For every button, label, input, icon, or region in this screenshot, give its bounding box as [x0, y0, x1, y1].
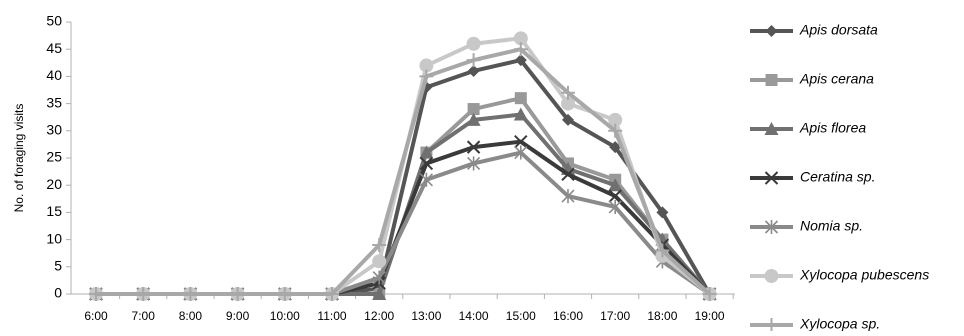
legend-label: Xylocopa pubescens [799, 267, 929, 283]
data-point [325, 287, 339, 301]
y-tick-label: 0 [54, 285, 62, 301]
series-1 [90, 54, 716, 300]
data-point [372, 238, 387, 253]
x-ticks: 6:00 7:00 8:00 9:00 10:00 11:00 12:00 13:00 14:0… [84, 294, 734, 323]
legend-label: Nomia sp. [800, 218, 863, 234]
data-point [513, 31, 528, 46]
x-tick-label: 15:00 [506, 309, 536, 323]
legend: Apis dorsata Apis cerana Apis florea Cerati… [750, 22, 929, 332]
x-tick-label: 7:00 [132, 309, 156, 323]
data-point [514, 134, 528, 149]
data-point [608, 199, 622, 214]
data-point [467, 156, 481, 171]
x-tick-label: 12:00 [364, 309, 394, 323]
x-tick-label: 19:00 [695, 309, 725, 323]
data-point [702, 287, 717, 301]
legend-marker [764, 171, 779, 185]
y-tick-label: 10 [46, 230, 62, 246]
x-tick-label: 14:00 [459, 309, 489, 323]
data-point [419, 58, 434, 73]
y-tick-label: 50 [46, 13, 62, 29]
data-point [419, 156, 434, 171]
data-point [561, 189, 575, 204]
data-point [561, 167, 575, 182]
x-tick-label: 18:00 [647, 309, 677, 323]
data-point [277, 287, 292, 301]
legend-label: Apis dorsata [799, 22, 878, 38]
series-line [94, 47, 712, 296]
legend-item: Nomia sp. [750, 218, 863, 234]
data-point [513, 42, 528, 57]
data-point [562, 113, 574, 126]
legend-label: Apis cerana [799, 71, 874, 87]
data-point [514, 54, 527, 67]
legend-item: Apis cerana [750, 71, 874, 87]
data-point [467, 64, 480, 77]
data-point [419, 172, 433, 187]
legend-marker [765, 25, 778, 37]
data-point [372, 287, 387, 300]
data-point [466, 112, 481, 126]
data-point [608, 189, 622, 203]
x-tick-label: 10:00 [270, 309, 300, 323]
x-tick-label: 6:00 [84, 309, 108, 323]
y-axis-title: No. of foraging visits [12, 104, 26, 213]
y-tick-label: 30 [46, 122, 62, 138]
legend-marker [765, 74, 778, 86]
series [89, 31, 717, 301]
y-ticks: 0 5 10 15 20 25 30 35 40 45 50 [46, 13, 71, 301]
x-tick-label: 8:00 [179, 309, 203, 323]
data-point [466, 140, 481, 154]
legend-item: Ceratina sp. [750, 169, 875, 185]
legend-item: Xylocopa sp. [750, 316, 880, 332]
data-point [608, 178, 623, 192]
legend-item: Apis florea [750, 120, 866, 136]
legend-label: Apis florea [799, 120, 866, 136]
y-tick-label: 25 [46, 149, 62, 165]
y-tick-label: 40 [46, 67, 62, 83]
data-point [89, 287, 103, 301]
data-point [514, 92, 527, 105]
data-point [608, 112, 623, 127]
legend-item: Apis dorsata [750, 22, 878, 38]
data-point [467, 103, 480, 116]
legend-marker [764, 318, 779, 332]
x-tick-label: 9:00 [226, 309, 250, 323]
data-point [419, 69, 434, 84]
legend-marker [764, 269, 779, 283]
data-point [513, 107, 528, 121]
x-tick-label: 17:00 [600, 309, 630, 323]
legend-marker [764, 122, 779, 135]
x-tick-label: 16:00 [553, 309, 583, 323]
legend-label: Ceratina sp. [800, 169, 875, 185]
data-point [230, 287, 245, 301]
data-point [183, 287, 198, 301]
data-point [136, 287, 151, 301]
series-7 [89, 42, 717, 301]
data-point [514, 145, 528, 160]
data-point [561, 96, 575, 111]
data-point [372, 270, 386, 285]
y-tick-label: 35 [46, 94, 62, 110]
data-point [372, 254, 387, 269]
legend-label: Xylocopa sp. [799, 316, 880, 331]
data-point [655, 243, 670, 258]
legend-marker [764, 220, 779, 234]
y-tick-label: 5 [54, 258, 62, 274]
x-tick-label: 11:00 [317, 309, 346, 323]
data-point [608, 123, 623, 138]
y-tick-label: 15 [46, 203, 62, 219]
data-point [561, 85, 575, 100]
y-tick-label: 20 [46, 176, 62, 192]
y-tick-label: 45 [46, 40, 62, 56]
data-point [466, 53, 481, 68]
legend-item: Xylocopa pubescens [750, 267, 929, 283]
data-point [466, 36, 481, 51]
data-point [656, 206, 669, 219]
data-point [609, 141, 622, 154]
data-point [419, 145, 434, 159]
x-tick-label: 13:00 [411, 309, 441, 323]
